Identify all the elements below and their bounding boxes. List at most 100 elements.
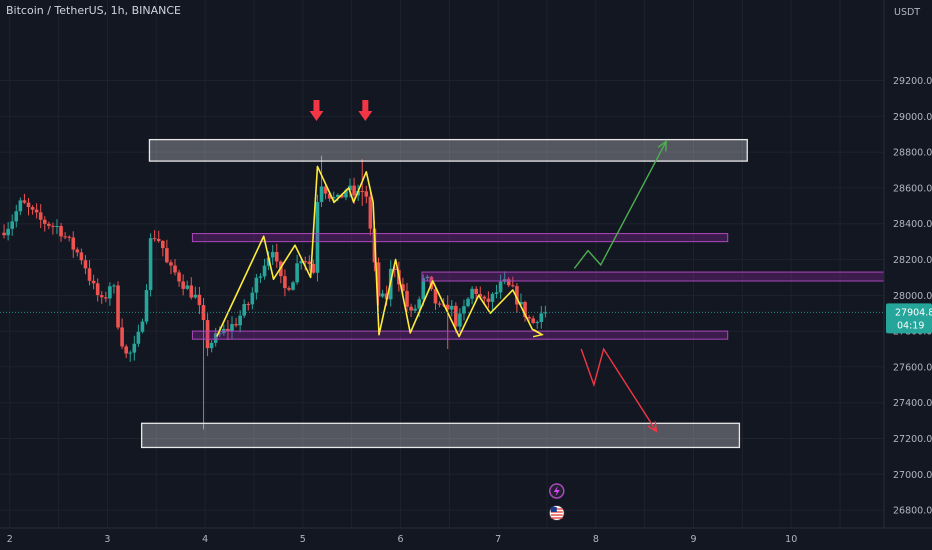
current-price-tag (886, 303, 932, 334)
candle-body (380, 293, 385, 297)
candle-body (270, 252, 275, 258)
candle-body (478, 293, 483, 297)
candle-body (152, 238, 157, 240)
candle-body (71, 237, 76, 250)
symbol-title: Bitcoin / TetherUS, 1h, BINANCE (6, 4, 182, 17)
time-axis: 2 3 4 5 6 7 8 9 10 (0, 527, 932, 545)
flag-canton (550, 507, 557, 512)
candle-body (433, 289, 438, 304)
candle-body (535, 321, 540, 323)
time-tick-label: 10 (785, 534, 797, 545)
candle-body (462, 306, 466, 314)
candle-body (323, 186, 328, 194)
candle-body (376, 262, 381, 297)
candle-body (344, 190, 348, 198)
time-tick-label: 4 (202, 534, 208, 545)
candle-body (79, 252, 84, 261)
candle-body (83, 260, 88, 269)
candle-body (197, 294, 202, 306)
candle-body (116, 285, 120, 328)
currency-label: USDT (894, 7, 920, 18)
candle-body (352, 185, 356, 196)
candle-body (156, 238, 161, 241)
time-tick-label: 3 (104, 534, 110, 545)
candle-body (482, 296, 487, 299)
price-tick-label: 28200.00 (893, 255, 932, 266)
candle-body (368, 196, 373, 229)
candle-body (10, 221, 15, 229)
us-flag-event-icon (548, 505, 565, 521)
bearish-projection-arrow (580, 347, 657, 432)
candle-body (99, 295, 104, 298)
candle-body (234, 324, 238, 326)
candle-body (437, 303, 442, 305)
candle-body (238, 315, 242, 326)
candle-body (144, 290, 149, 322)
candle-body (226, 328, 230, 332)
price-tick-label: 27600.00 (893, 362, 932, 373)
candle-body (148, 238, 153, 291)
candle-body (539, 313, 544, 322)
candle-body (283, 276, 287, 289)
time-tick-label: 5 (300, 534, 306, 545)
candle-body (67, 236, 71, 238)
key-level-zone (148, 138, 748, 162)
candle-body (87, 268, 92, 281)
candle-body (274, 252, 279, 262)
candle-body (486, 298, 491, 302)
candle-body (417, 299, 422, 309)
support-resistance-zone (421, 271, 885, 282)
candle-body (523, 302, 527, 318)
candle-body (254, 277, 259, 293)
candle-body (470, 288, 474, 299)
candle-body (506, 279, 511, 286)
candle-body (63, 236, 67, 238)
price-tick-label: 27000.00 (893, 470, 932, 481)
candle-body (454, 305, 458, 327)
candle-body (42, 219, 47, 224)
candle-body (311, 263, 316, 273)
support-resistance-zone (191, 233, 729, 243)
candle-body (474, 288, 478, 294)
candle-body (230, 324, 234, 332)
candle-body (449, 305, 454, 310)
candle-body (55, 225, 59, 227)
candle-body (34, 209, 39, 213)
candle-body (38, 212, 43, 220)
candle-body (213, 333, 218, 343)
candle-body (519, 302, 523, 305)
candle-body (458, 313, 462, 327)
candle-body (181, 281, 185, 289)
key-level-zone (140, 422, 741, 449)
price-tick-label: 28800.00 (893, 148, 932, 159)
candle-body (51, 225, 55, 227)
candle-body (26, 202, 31, 208)
candle-body (466, 298, 470, 307)
price-tick-label: 28400.00 (893, 219, 932, 230)
candle-body (331, 197, 336, 199)
candle-body (124, 346, 128, 354)
bar-countdown: 04:19 (897, 320, 924, 331)
candle-body (209, 342, 214, 349)
candle-body (303, 261, 308, 263)
candle-body (177, 272, 181, 282)
candle-body (165, 248, 169, 263)
candle-body (490, 293, 495, 302)
candle-body (401, 284, 405, 291)
candle-body (108, 286, 112, 299)
price-path-zigzag (216, 165, 543, 338)
candle-body (299, 261, 303, 264)
candle-body (136, 331, 141, 344)
bearish-projection-arrow-head (647, 421, 658, 433)
candle-body (193, 294, 198, 298)
candle-body (95, 283, 100, 296)
price-tick-label: 28000.00 (893, 291, 932, 302)
candle-body (18, 200, 23, 212)
candle-body (511, 285, 515, 287)
candle-body (392, 268, 397, 270)
candle-body (543, 312, 548, 314)
candle-body (262, 265, 267, 277)
candle-body (217, 333, 222, 335)
candle-body (185, 285, 190, 289)
